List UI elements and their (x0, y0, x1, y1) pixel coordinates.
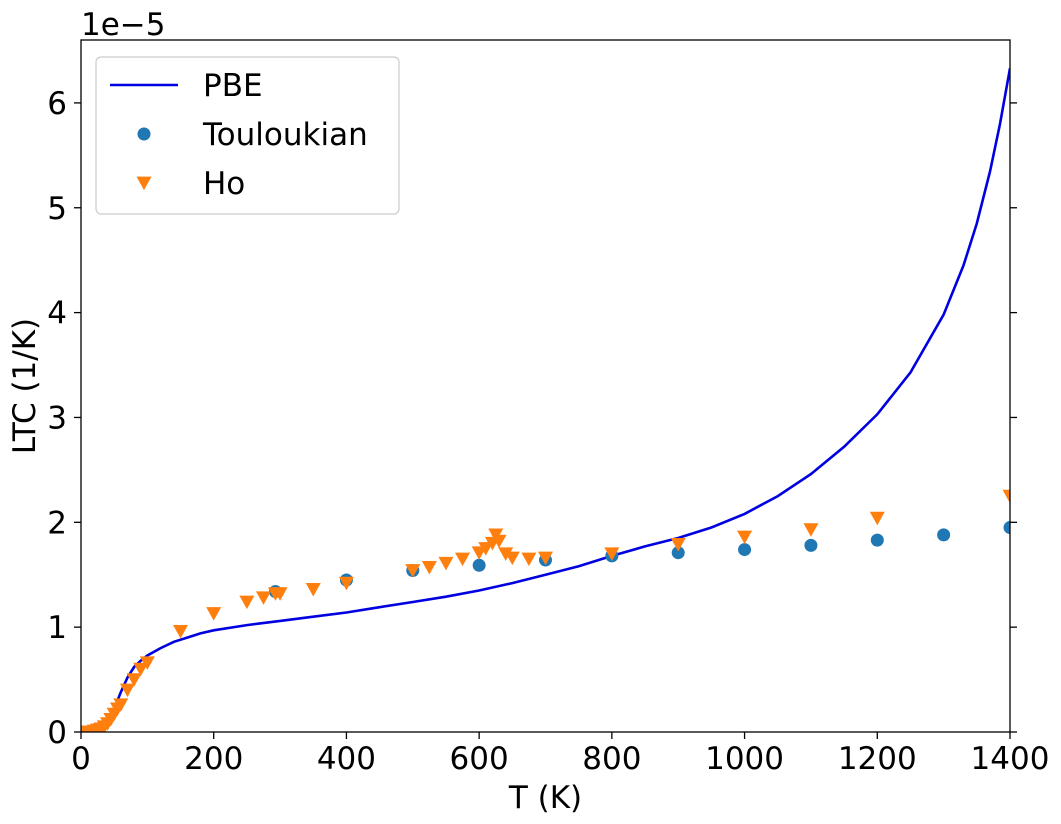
y-axis-label: LTC (1/K) (7, 318, 43, 454)
y-tick-label: 5 (47, 191, 67, 227)
ho-point (1002, 489, 1010, 504)
ho-point (869, 511, 885, 526)
x-axis: 0 200 400 600 800 1000 1200 1400 (71, 732, 1049, 777)
ho-point (305, 583, 321, 597)
ho-point (521, 552, 537, 567)
touloukian-point (937, 528, 951, 542)
ho-point (803, 523, 819, 537)
ho-point (455, 552, 471, 567)
ho-point (113, 698, 129, 712)
y-tick-label: 6 (47, 86, 67, 122)
legend-box (95, 56, 400, 215)
touloukian-point (1003, 521, 1010, 535)
ho-point (538, 551, 553, 566)
y-axis: 0 1 2 3 4 5 6 (47, 86, 1017, 751)
ho-point (478, 542, 494, 556)
ho-point (139, 656, 155, 670)
ho-point (438, 556, 454, 571)
ho-point (173, 624, 189, 639)
touloukian-point (870, 533, 884, 547)
legend-circle-swatch (137, 127, 151, 141)
x-tick-label: 1200 (838, 741, 917, 777)
x-tick-label: 1000 (705, 741, 784, 777)
ho-point (737, 530, 753, 545)
x-tick-label: 800 (582, 741, 641, 777)
y-tick-label: 4 (47, 296, 67, 332)
touloukian-point (804, 538, 818, 552)
legend-label: Ho (203, 166, 245, 202)
ho-point (421, 561, 437, 575)
axes-frame (80, 39, 1011, 733)
legend-triangle-swatch (136, 176, 152, 191)
ho-point (206, 607, 222, 621)
x-tick-label: 200 (184, 741, 243, 777)
x-axis-label: T (K) (508, 780, 582, 816)
ho-point (504, 551, 520, 566)
y-offset-label: 1e−5 (81, 7, 166, 43)
y-tick-label: 3 (47, 400, 67, 436)
ho-point (498, 547, 514, 561)
plot-area (81, 68, 1010, 732)
legend: PBE Touloukian Ho (95, 56, 400, 215)
y-tick-label: 2 (47, 505, 67, 541)
x-tick-label: 0 (71, 741, 91, 777)
legend-label: PBE (203, 68, 263, 104)
ho-point (255, 591, 271, 605)
touloukian-point (472, 558, 486, 572)
touloukian-point (738, 543, 752, 557)
ho-point (604, 547, 620, 561)
x-tick-label: 400 (317, 741, 376, 777)
ho-point (126, 673, 142, 687)
ho-point (405, 564, 421, 578)
ho-point (119, 683, 135, 698)
x-tick-label: 1400 (971, 741, 1050, 777)
ho-point (491, 534, 507, 549)
x-tick-label: 600 (450, 741, 509, 777)
touloukian-point (671, 546, 685, 560)
y-tick-label: 1 (47, 610, 67, 646)
ho-point (272, 587, 288, 601)
ho-point (670, 537, 686, 552)
y-tick-label: 0 (47, 715, 67, 751)
ho-point (338, 576, 354, 591)
ho-point (239, 595, 255, 610)
ho-point (133, 662, 149, 677)
legend-label: Touloukian (202, 117, 368, 153)
